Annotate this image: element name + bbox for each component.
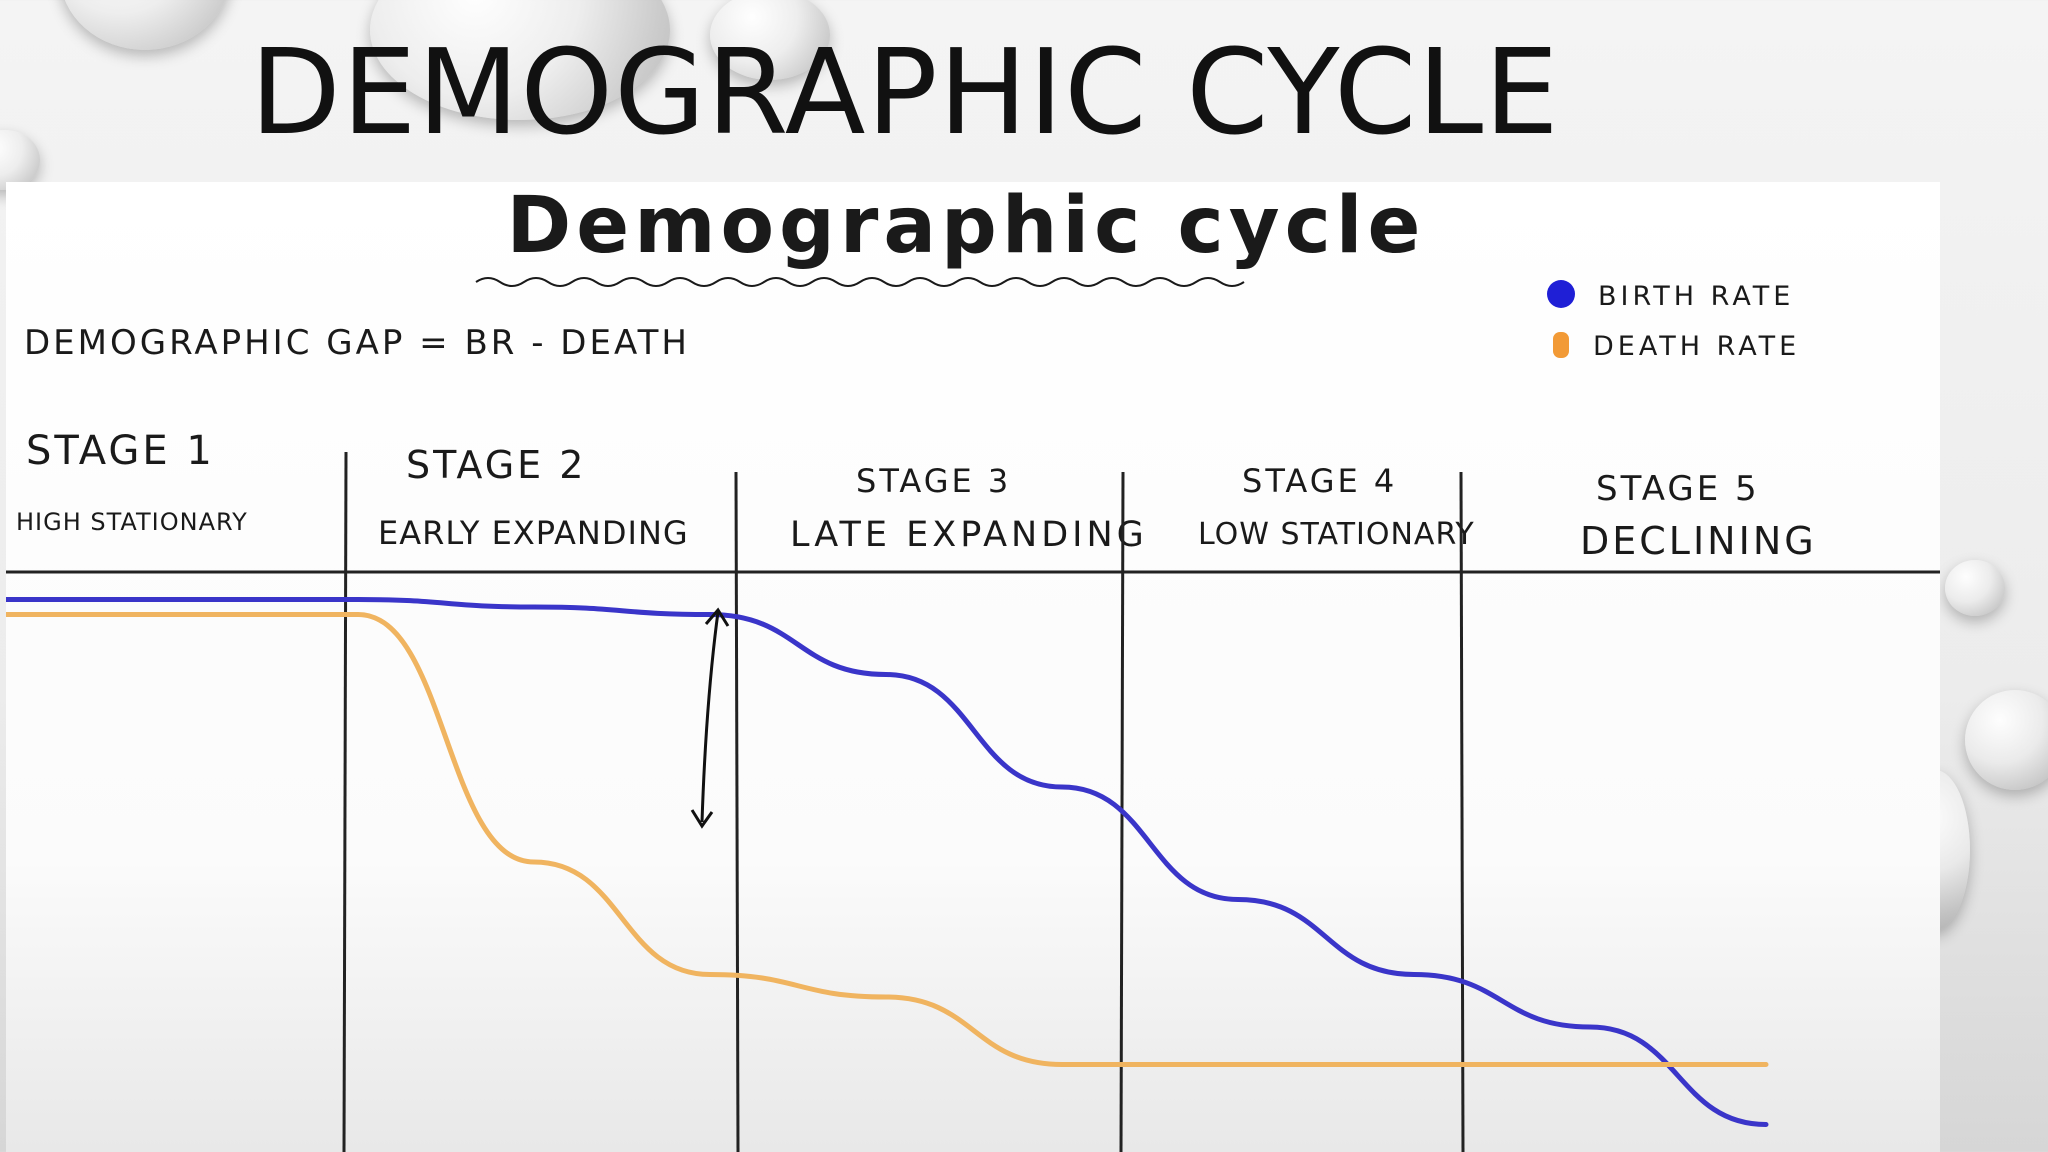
stage-1-name: HIGH STATIONARY	[16, 508, 248, 536]
title-underline	[475, 277, 1245, 287]
stage-2-name: EARLY EXPANDING	[378, 514, 689, 552]
decorative-bubble	[710, 0, 830, 80]
data-point-birth-rate	[180, 597, 184, 602]
stage-dividers	[342, 451, 1465, 1152]
stage-1-label: STAGE 1	[26, 428, 215, 474]
stage-3-name: LATE EXPANDING	[790, 515, 1148, 555]
legend-marker-death-rate	[1553, 332, 1569, 358]
data-point-death-rate	[1764, 1062, 1768, 1067]
demographic-cycle-chart: Demographic cycle DEMOGRAPHIC GAP = BR -…	[6, 182, 1940, 1152]
legend: BIRTH RATE DEATH RATE	[1547, 280, 1800, 362]
stage-3-label: STAGE 3	[856, 462, 1011, 500]
legend-label-birth-rate: BIRTH RATE	[1598, 281, 1794, 312]
decorative-bubble	[60, 0, 230, 50]
data-point-death-rate	[1412, 1062, 1416, 1067]
chart-svg: Demographic cycle DEMOGRAPHIC GAP = BR -…	[6, 182, 1940, 1152]
chart-title: Demographic cycle	[507, 182, 1426, 271]
data-point-birth-rate	[6, 597, 8, 602]
data-point-birth-rate	[1764, 1122, 1768, 1127]
data-point-birth-rate	[1588, 1025, 1592, 1029]
data-point-death-rate	[532, 860, 536, 864]
data-point-death-rate	[1236, 1062, 1240, 1067]
data-point-death-rate	[1588, 1062, 1592, 1067]
stage-divider	[734, 471, 740, 1152]
stage-2-label: STAGE 2	[406, 443, 586, 487]
data-point-death-rate	[180, 612, 184, 617]
data-point-birth-rate	[884, 672, 888, 677]
data-point-death-rate	[884, 995, 888, 999]
decorative-bubble	[1965, 690, 2048, 790]
decorative-bubble	[1945, 560, 2005, 616]
stage-divider	[342, 451, 348, 1152]
series-line-death-rate	[6, 611, 1769, 1067]
data-point-birth-rate	[1412, 972, 1416, 977]
stage-4-label: STAGE 4	[1242, 462, 1397, 500]
stage-5-name: DECLINING	[1580, 519, 1817, 563]
stage-headings: STAGE 1 HIGH STATIONARY STAGE 2 EARLY EX…	[16, 428, 1817, 563]
data-point-death-rate	[356, 612, 360, 617]
data-point-birth-rate	[532, 605, 536, 609]
decorative-bubble	[0, 130, 40, 190]
data-point-birth-rate	[708, 612, 712, 617]
data-point-death-rate	[6, 612, 8, 617]
demographic-gap-arrow	[690, 607, 730, 829]
data-point-death-rate	[1060, 1062, 1064, 1067]
data-point-birth-rate	[1060, 785, 1064, 789]
stage-5-label: STAGE 5	[1596, 469, 1760, 509]
demographic-gap-formula: DEMOGRAPHIC GAP = BR - DEATH	[24, 323, 690, 363]
data-point-birth-rate	[356, 597, 360, 602]
legend-marker-birth-rate	[1547, 280, 1575, 308]
data-point-death-rate	[708, 972, 712, 977]
series-lines	[6, 596, 1769, 1127]
data-point-birth-rate	[1236, 897, 1240, 902]
stage-4-name: LOW STATIONARY	[1198, 517, 1475, 552]
legend-label-death-rate: DEATH RATE	[1593, 331, 1800, 362]
slide-title: DEMOGRAPHIC CYCLE	[250, 23, 1560, 161]
stage-divider	[1459, 471, 1465, 1152]
series-line-birth-rate	[6, 596, 1769, 1127]
